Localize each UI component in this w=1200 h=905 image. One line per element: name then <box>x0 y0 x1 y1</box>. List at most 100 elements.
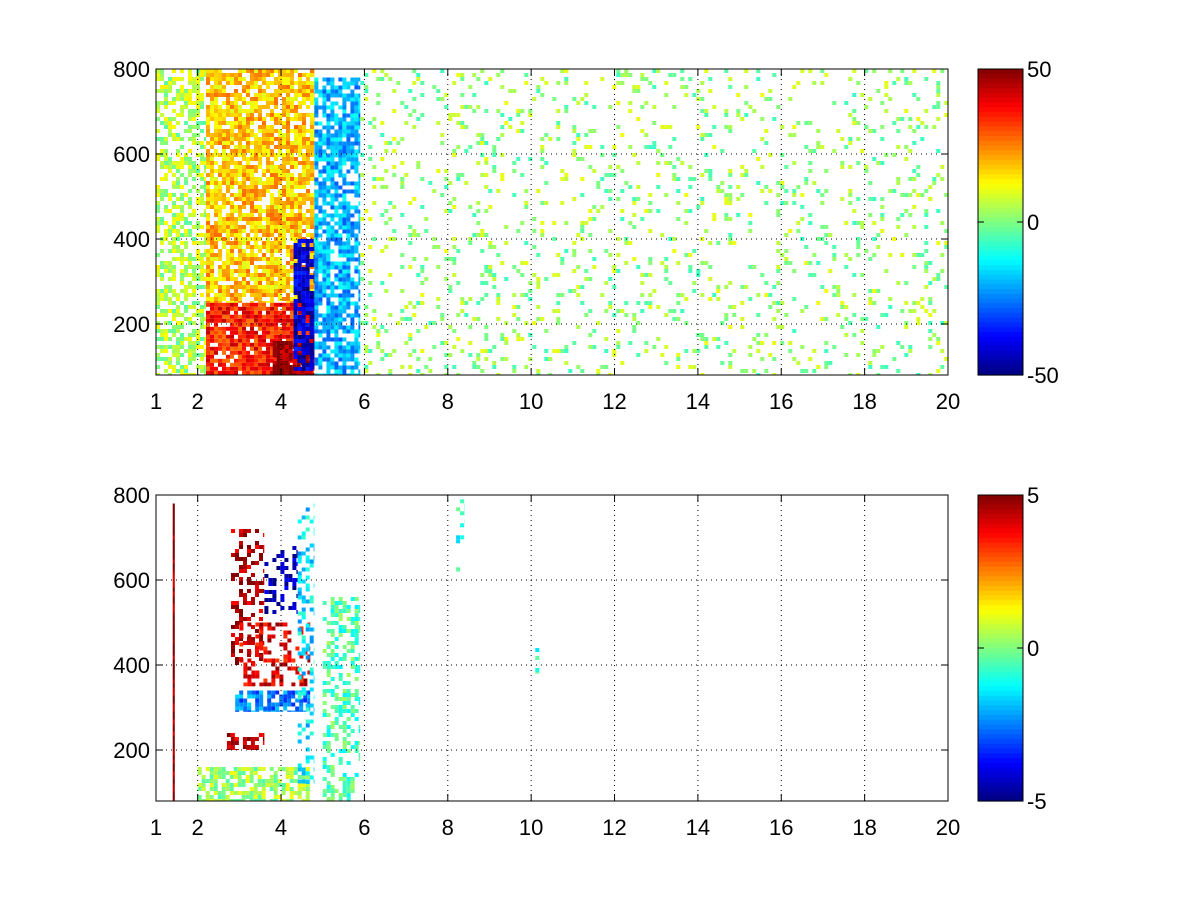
heatmap-cell <box>388 141 392 145</box>
heatmap-cell <box>346 190 350 194</box>
heatmap-cell <box>480 281 484 285</box>
heatmap-cell <box>310 201 314 205</box>
heatmap-cell <box>326 162 330 166</box>
heatmap-cell <box>346 326 350 330</box>
heatmap-cell <box>196 125 200 129</box>
heatmap-cell <box>576 157 580 161</box>
heatmap-cell <box>624 261 628 265</box>
heatmap-cell <box>880 345 884 349</box>
heatmap-cell <box>172 125 176 129</box>
heatmap-cell <box>290 265 294 269</box>
heatmap-cell <box>302 351 306 355</box>
heatmap-cell <box>306 197 310 201</box>
heatmap-cell <box>540 317 544 321</box>
heatmap-cell <box>350 370 354 374</box>
heatmap-cell <box>932 181 936 185</box>
heatmap-cell <box>262 141 266 145</box>
heatmap-cell <box>820 201 824 205</box>
heatmap-cell <box>250 289 254 293</box>
heatmap-cell <box>282 277 286 281</box>
heatmap-cell <box>266 217 270 221</box>
heatmap-cell <box>164 81 168 85</box>
heatmap-cell <box>824 233 828 237</box>
heatmap-cell <box>218 257 222 261</box>
heatmap-cell <box>298 299 302 303</box>
heatmap-cell <box>172 221 176 225</box>
heatmap-cell <box>346 94 350 98</box>
heatmap-cell <box>156 273 160 277</box>
heatmap-cell <box>200 369 204 373</box>
heatmap-cell <box>668 281 672 285</box>
heatmap-cell <box>334 306 338 310</box>
heatmap-cell <box>168 225 172 229</box>
heatmap-cell <box>298 137 302 141</box>
heatmap-cell <box>536 189 540 193</box>
heatmap-cell <box>314 323 315 327</box>
heatmap-cell <box>330 218 334 222</box>
heatmap-cell <box>200 201 204 205</box>
heatmap-cell <box>262 301 266 303</box>
heatmap-cell <box>286 129 290 133</box>
heatmap-cell <box>246 245 250 249</box>
heatmap-cell <box>868 129 872 133</box>
heatmap-cell <box>200 185 204 189</box>
heatmap-cell <box>920 305 924 309</box>
heatmap-cell <box>832 253 836 257</box>
heatmap-cell <box>239 533 243 537</box>
heatmap-cell <box>230 77 234 81</box>
heatmap-cell <box>860 93 864 97</box>
heatmap-cell <box>504 101 508 105</box>
heatmap-cell <box>204 277 206 281</box>
heatmap-cell <box>380 357 384 361</box>
heatmap-cell <box>192 329 196 333</box>
heatmap-cell <box>266 327 270 331</box>
heatmap-cell <box>234 209 238 213</box>
colorbar-segment <box>978 141 1023 146</box>
heatmap-cell <box>254 97 258 101</box>
heatmap-cell <box>262 289 266 293</box>
heatmap-cell <box>346 98 350 102</box>
heatmap-cell <box>242 153 246 157</box>
heatmap-cell <box>206 355 210 359</box>
heatmap-cell <box>306 327 310 331</box>
heatmap-cell <box>306 145 310 149</box>
heatmap-cell <box>270 229 274 233</box>
heatmap-cell <box>392 205 396 209</box>
heatmap-cell <box>868 365 872 369</box>
heatmap-cell <box>282 125 286 129</box>
heatmap-cell <box>652 121 656 125</box>
heatmap-cell <box>888 305 892 309</box>
heatmap-cell <box>784 257 788 261</box>
heatmap-cell <box>290 161 294 165</box>
heatmap-cell <box>285 341 289 345</box>
heatmap-cell <box>298 89 302 93</box>
heatmap-cell <box>322 218 326 222</box>
heatmap-cell <box>412 233 416 237</box>
heatmap-cell <box>298 307 302 311</box>
heatmap-cell <box>259 637 263 641</box>
heatmap-cell <box>354 222 358 226</box>
heatmap-cell <box>254 177 258 181</box>
heatmap-cell <box>262 359 266 363</box>
heatmap-cell <box>358 258 360 262</box>
heatmap-cell <box>258 157 262 161</box>
heatmap-cell <box>242 319 246 323</box>
heatmap-cell <box>468 325 472 329</box>
heatmap-cell <box>263 581 264 585</box>
heatmap-cell <box>540 137 544 141</box>
heatmap-cell <box>270 297 274 301</box>
heatmap-cell <box>250 363 254 367</box>
heatmap-cell <box>266 245 270 249</box>
heatmap-cell <box>266 323 270 327</box>
colorbar-segment <box>978 361 1023 366</box>
heatmap-cell <box>289 345 293 349</box>
heatmap-cell <box>262 189 266 193</box>
heatmap-cell <box>836 289 840 293</box>
heatmap-cell <box>728 193 732 197</box>
heatmap-cell <box>173 752 175 756</box>
heatmap-cell <box>173 524 175 528</box>
heatmap-cell <box>346 290 350 294</box>
heatmap-cell <box>358 94 360 98</box>
heatmap-cell <box>628 109 632 113</box>
heatmap-cell <box>342 318 346 322</box>
